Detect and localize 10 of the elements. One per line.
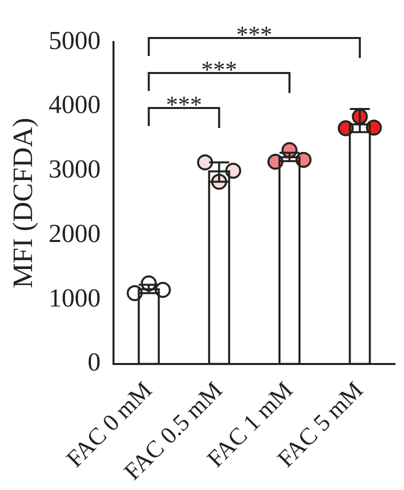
y-tick-label: 0 xyxy=(88,348,101,377)
y-tick-label: 2000 xyxy=(48,218,101,248)
annotation: *** xyxy=(166,92,202,118)
y-tick-label: 4000 xyxy=(48,90,101,120)
y-tick-label: 5000 xyxy=(48,26,101,55)
y-tick-label: 1000 xyxy=(48,283,101,312)
annotation: *** xyxy=(236,22,272,48)
annotation: *** xyxy=(201,57,238,84)
y-axis-title: MFI (DCFDA) xyxy=(8,118,40,288)
y-tick-label: 3000 xyxy=(48,154,101,184)
